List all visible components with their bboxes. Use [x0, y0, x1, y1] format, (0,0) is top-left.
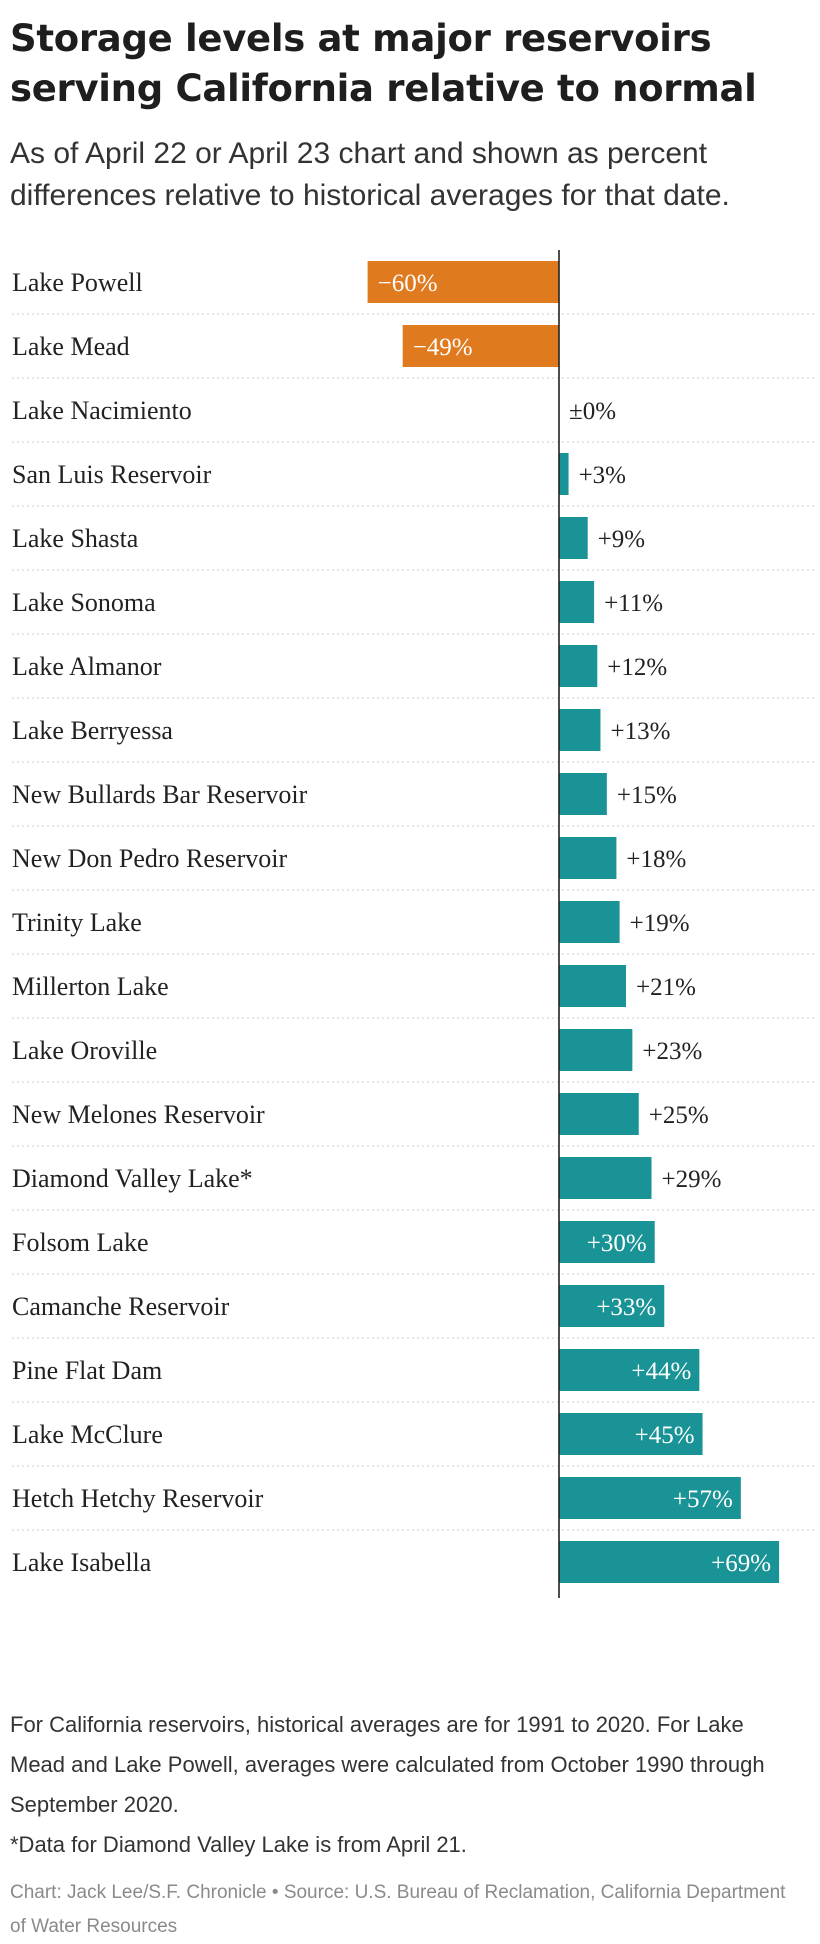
bar	[402, 325, 559, 367]
value-label: +18%	[626, 846, 686, 873]
category-label: New Don Pedro Reservoir	[12, 844, 287, 873]
bar	[559, 1285, 665, 1327]
value-label: +15%	[617, 782, 677, 809]
value-label: +45%	[635, 1422, 695, 1449]
chart-title: Storage levels at major reservoirs servi…	[10, 17, 757, 110]
value-label: +3%	[579, 462, 626, 489]
category-label: Hetch Hetchy Reservoir	[12, 1484, 264, 1513]
bar	[559, 1413, 703, 1455]
value-label: +21%	[636, 974, 696, 1001]
value-label: +11%	[604, 590, 663, 617]
bar	[559, 901, 620, 943]
bar	[559, 1221, 655, 1263]
category-label: Lake Isabella	[12, 1548, 152, 1577]
bar	[559, 965, 626, 1007]
bar	[559, 517, 588, 559]
value-label: +57%	[673, 1486, 733, 1513]
footnote-averages: For California reservoirs, historical av…	[10, 1712, 765, 1817]
bar	[559, 709, 601, 751]
bar	[559, 645, 598, 687]
footnote-diamond-valley: *Data for Diamond Valley Lake is from Ap…	[10, 1832, 467, 1857]
category-label: San Luis Reservoir	[12, 460, 212, 489]
bar	[559, 773, 607, 815]
value-label: +33%	[596, 1294, 656, 1321]
value-label: +25%	[649, 1102, 709, 1129]
category-label: Folsom Lake	[12, 1228, 149, 1257]
category-label: Lake Almanor	[12, 652, 162, 681]
value-label: +29%	[662, 1166, 722, 1193]
bar	[559, 1349, 700, 1391]
bar	[559, 1541, 780, 1583]
category-label: New Bullards Bar Reservoir	[12, 780, 308, 809]
category-label: Lake Nacimiento	[12, 396, 192, 425]
bar	[559, 1093, 639, 1135]
category-label: Lake Berryessa	[12, 716, 173, 745]
bar	[559, 1477, 741, 1519]
footnotes: For California reservoirs, historical av…	[10, 1705, 800, 1865]
category-label: Pine Flat Dam	[12, 1356, 162, 1385]
bar	[367, 261, 559, 303]
category-label: Trinity Lake	[12, 908, 142, 937]
chart-subtitle: As of April 22 or April 23 chart and sho…	[10, 137, 730, 212]
bar-chart: Lake Powell −60% Lake Mead −49% Lake Nacimie…	[12, 250, 816, 1598]
category-label: Camanche Reservoir	[12, 1292, 230, 1321]
category-label: Lake Shasta	[12, 524, 139, 553]
bar	[559, 581, 595, 623]
category-label: Lake Mead	[12, 332, 130, 361]
category-label: Diamond Valley Lake*	[12, 1164, 253, 1193]
chart-credit: Chart: Jack Lee/S.F. Chronicle • Source:…	[10, 1882, 786, 1937]
category-label: Lake Powell	[12, 268, 143, 297]
value-label: +44%	[631, 1358, 691, 1385]
category-label: Lake McClure	[12, 1420, 163, 1449]
bar	[559, 837, 617, 879]
value-label: +69%	[711, 1550, 771, 1577]
value-label: +23%	[642, 1038, 702, 1065]
bar	[559, 1157, 652, 1199]
value-label: +19%	[630, 910, 690, 937]
value-label: −60%	[378, 270, 438, 297]
category-label: Lake Sonoma	[12, 588, 156, 617]
value-label: +12%	[607, 654, 667, 681]
bar	[559, 1029, 633, 1071]
category-label: Millerton Lake	[12, 972, 169, 1001]
value-label: ±0%	[569, 398, 616, 425]
value-label: +13%	[610, 718, 670, 745]
value-label: +30%	[587, 1230, 647, 1257]
category-label: New Melones Reservoir	[12, 1100, 265, 1129]
value-label: −49%	[413, 334, 473, 361]
value-label: +9%	[598, 526, 645, 553]
bar	[559, 453, 569, 495]
category-label: Lake Oroville	[12, 1036, 157, 1065]
